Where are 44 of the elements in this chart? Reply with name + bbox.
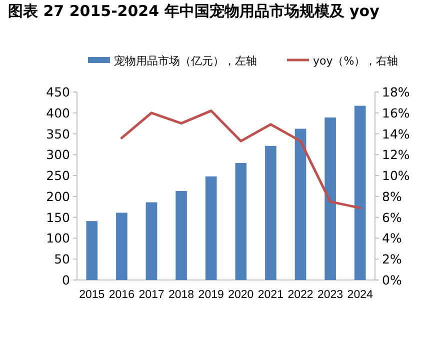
- y2-tick-label: 12%: [382, 147, 410, 162]
- y-tick-label: 50: [54, 252, 70, 267]
- bar: [176, 191, 187, 280]
- x-tick-label: 2015: [79, 289, 105, 301]
- x-tick-label: 2024: [347, 289, 374, 301]
- y2-tick-label: 18%: [382, 84, 410, 100]
- y2-tick-label: 16%: [382, 105, 410, 120]
- x-tick-label: 2018: [168, 289, 194, 301]
- y2-tick-label: 0%: [382, 272, 402, 288]
- bar: [265, 146, 276, 280]
- bar: [324, 117, 336, 280]
- x-tick-label: 2023: [318, 289, 344, 301]
- x-tick-label: 2021: [258, 289, 284, 301]
- y2-tick-label: 4%: [382, 230, 402, 246]
- line-series: [120, 110, 362, 210]
- x-tick-label: 2019: [198, 289, 224, 301]
- y-tick-label: 350: [46, 126, 70, 142]
- y2-tick-label: 6%: [382, 210, 402, 225]
- y-tick-label: 300: [46, 147, 70, 162]
- chart-title: 图表 27 2015-2024 年中国宠物用品市场规模及 yoy: [8, 2, 380, 20]
- y-tick-label: 250: [46, 168, 70, 184]
- x-tick-label: 2020: [228, 289, 254, 301]
- y-tick-label: 100: [46, 230, 70, 246]
- bar: [86, 221, 98, 280]
- x-tick-label: 2022: [288, 289, 314, 301]
- y-tick-label: 450: [46, 84, 70, 100]
- bar: [235, 163, 247, 280]
- bar: [205, 176, 217, 280]
- y2-tick-label: 14%: [382, 126, 410, 142]
- bar: [294, 128, 306, 280]
- bar: [116, 212, 128, 280]
- bar: [146, 202, 158, 280]
- y-tick-label: 0: [62, 272, 70, 288]
- bar: [354, 106, 366, 280]
- y2-tick-label: 10%: [382, 168, 410, 184]
- legend-label: 宠物用品市场（亿元），左轴: [114, 54, 257, 68]
- x-tick-label: 2016: [108, 289, 134, 301]
- y2-tick-label: 8%: [382, 188, 402, 204]
- y2-tick-label: 2%: [382, 252, 402, 267]
- y-tick-label: 200: [46, 188, 70, 204]
- x-tick-label: 2017: [138, 289, 164, 301]
- y-tick-label: 150: [46, 210, 70, 225]
- y-tick-label: 400: [46, 105, 70, 120]
- legend-label: yoy（%），右轴: [313, 54, 398, 68]
